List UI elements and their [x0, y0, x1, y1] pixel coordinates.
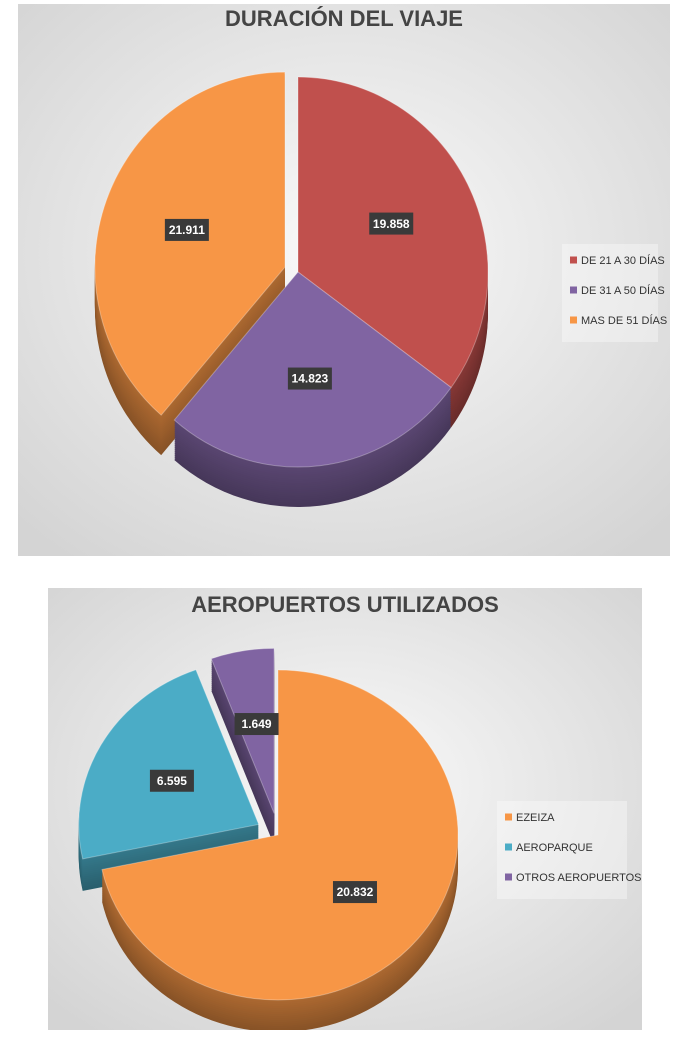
data-label: 21.911 — [169, 223, 205, 237]
slice — [94, 71, 286, 416]
label-box — [234, 713, 279, 736]
chart-title: DURACIÓN DEL VIAJE — [225, 6, 463, 31]
pie — [78, 647, 459, 1030]
legend-swatch — [570, 256, 577, 264]
data-label: 14.823 — [292, 372, 329, 386]
legend-swatch — [505, 843, 512, 851]
legend-box — [497, 801, 627, 899]
label-box — [149, 769, 194, 792]
legend-swatch — [505, 873, 512, 881]
legend-swatch — [570, 286, 577, 294]
data-label: 20.832 — [337, 885, 374, 899]
legend-label: EZEIZA — [516, 812, 555, 824]
label-box — [369, 212, 414, 235]
legend-label: DE 31 A 50 DÍAS — [581, 284, 665, 297]
legend-label: MAS DE 51 DÍAS — [581, 314, 667, 327]
legend-label: OTROS AEROPUERTOS — [516, 872, 642, 884]
legend-label: DE 21 A 30 DÍAS — [581, 254, 665, 267]
legend-swatch — [570, 316, 577, 324]
legend-swatch — [505, 813, 512, 821]
label-box — [164, 218, 209, 241]
legend-label: AEROPARQUE — [516, 842, 593, 854]
slice — [78, 669, 260, 860]
data-label: 19.858 — [373, 217, 410, 231]
legend-box — [562, 244, 658, 342]
data-label: 6.595 — [157, 774, 187, 788]
label-box — [332, 881, 377, 904]
pie — [94, 71, 489, 507]
data-label: 1.649 — [242, 717, 272, 731]
chart-title: AEROPUERTOS UTILIZADOS — [191, 592, 499, 617]
label-box — [287, 367, 332, 390]
slice — [101, 669, 459, 1001]
